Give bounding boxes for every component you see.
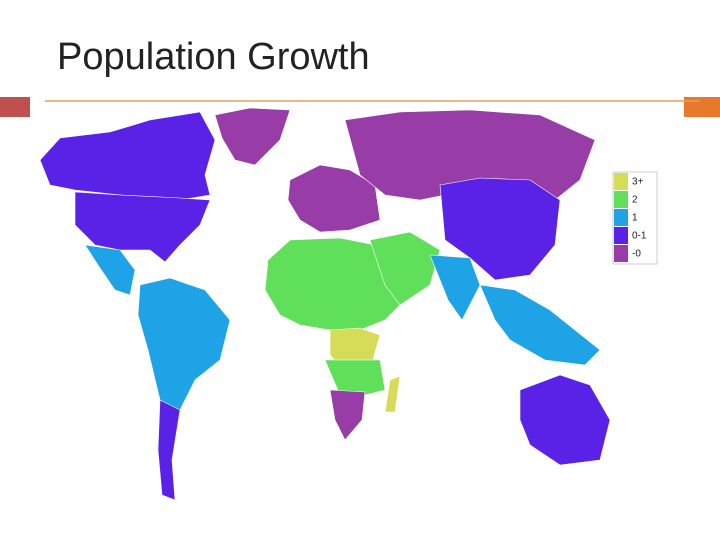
usa — [74, 191, 211, 263]
legend-label: 1 — [632, 213, 638, 224]
accent-left — [0, 97, 30, 117]
legend-label: 0-1 — [632, 231, 647, 242]
legend: 3+ 2 1 0-1 -0 — [614, 173, 647, 262]
legend-label: 2 — [632, 195, 638, 206]
legend-swatch — [614, 209, 628, 226]
world-map — [39, 107, 611, 501]
central-america — [84, 244, 136, 296]
china — [439, 177, 561, 281]
north-africa — [264, 237, 406, 331]
middle-east — [369, 231, 441, 306]
southeast-asia — [479, 284, 601, 366]
legend-label: -0 — [632, 249, 641, 260]
southern-africa — [329, 389, 366, 441]
south-america — [137, 277, 231, 431]
legend-swatch — [614, 173, 628, 190]
legend-label: 3+ — [632, 177, 644, 188]
east-africa — [324, 359, 386, 396]
india — [429, 254, 481, 321]
slide-title: Population Growth — [57, 36, 370, 78]
accent-right — [684, 97, 720, 117]
australia — [519, 374, 611, 466]
europe — [287, 164, 381, 233]
greenland — [214, 107, 291, 166]
argentina-chile — [157, 399, 181, 501]
legend-swatch — [614, 245, 628, 262]
legend-swatch — [614, 191, 628, 208]
legend-swatch — [614, 227, 628, 244]
madagascar — [384, 375, 401, 413]
canada — [39, 111, 216, 201]
